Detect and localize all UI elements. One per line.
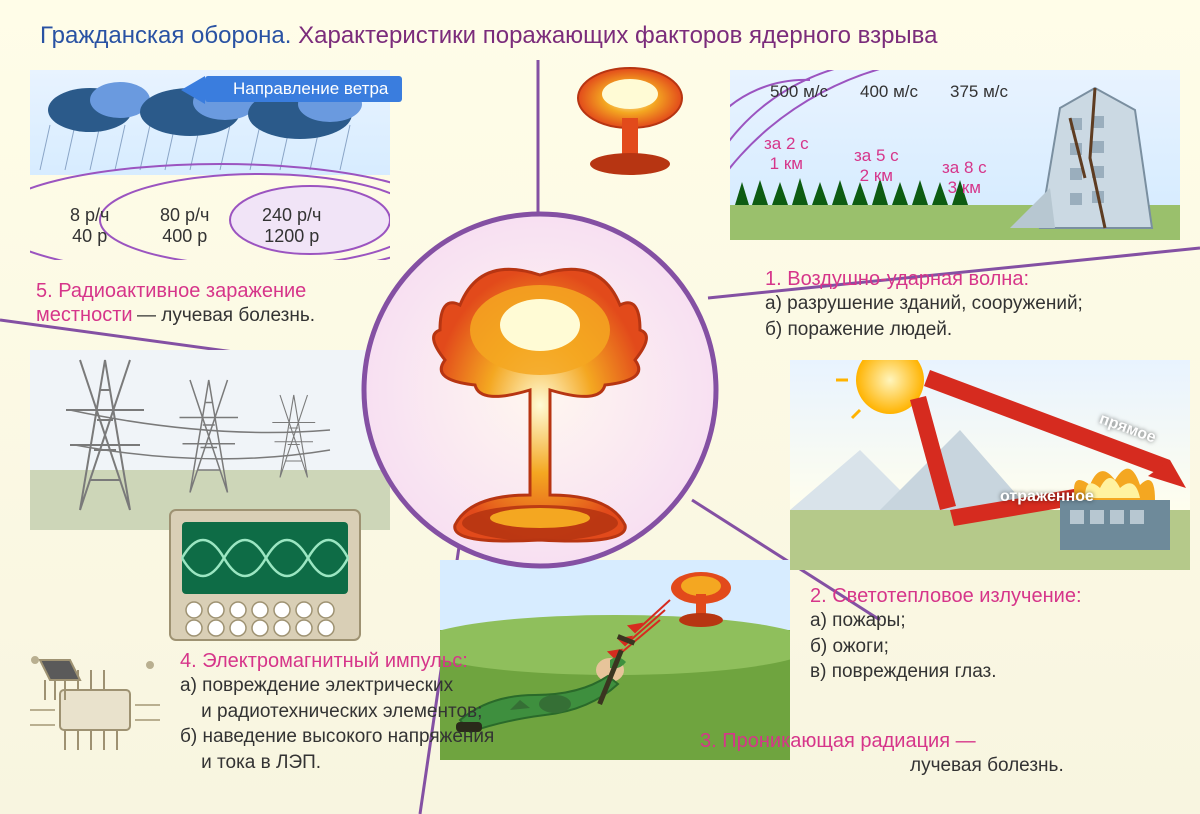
s2-a: а) пожары; [810, 608, 1190, 634]
s3-title: 3. Проникающая радиация — [700, 730, 976, 752]
thermal-reflected: отраженное [1000, 488, 1094, 506]
s4-a2: и радиотехнических элементов; [180, 699, 550, 725]
section-1: 1. Воздушно-ударная волна: а) разрушение… [765, 268, 1185, 342]
shock-1-time: за 5 с [854, 146, 899, 165]
s1-b: б) поражение людей. [765, 317, 1185, 343]
rad-zone-1: 80 р/ч 400 р [160, 205, 209, 246]
section-5: 5. Радиоактивное заражение местности — л… [36, 280, 366, 329]
s2-c: в) повреждения глаз. [810, 659, 1190, 685]
s4-a: а) повреждение электрических [180, 673, 550, 699]
section-4: 4. Электромагнитный импульс: а) поврежде… [180, 650, 550, 776]
section-2: 2. Светотепловое излучение: а) пожары; б… [810, 585, 1190, 685]
shock-2-speed: 375 м/с [950, 82, 1008, 101]
shock-2-time: за 8 с [942, 158, 987, 177]
s4-b: б) наведение высокого напряжения [180, 724, 550, 750]
s4-title: 4. Электромагнитный импульс: [180, 650, 550, 673]
shock-2b: за 8 с 3 км [942, 158, 987, 199]
s1-a: а) разрушение зданий, сооружений; [765, 291, 1185, 317]
s3-body: лучевая болезнь. [910, 755, 1064, 776]
shock-0: 500 м/с [770, 82, 828, 102]
rad-dose-1: 400 р [162, 226, 207, 246]
chip-icon [30, 650, 160, 770]
top-mushroom [560, 62, 700, 182]
s5-title-1: 5. Радиоактивное заражение [36, 280, 306, 302]
thermal-scene [790, 360, 1190, 570]
s5-body: — лучевая болезнь. [137, 305, 315, 326]
shock-0-dist: 1 км [770, 154, 803, 173]
shock-1b: за 5 с 2 км [854, 146, 899, 187]
shock-0-speed: 500 м/с [770, 82, 828, 101]
section-3: 3. Проникающая радиация — лучевая болезн… [700, 730, 1120, 779]
s4-b2: и тока в ЛЭП. [180, 750, 550, 776]
shock-1: 400 м/с [860, 82, 918, 102]
shock-1-speed: 400 м/с [860, 82, 918, 101]
rad-dose-2: 1200 р [264, 226, 319, 246]
shock-2: 375 м/с [950, 82, 1008, 102]
wind-direction-label: Направление ветра [205, 76, 402, 102]
s5-title-2: местности [36, 304, 133, 326]
rad-rate-0: 8 р/ч [70, 205, 109, 225]
rad-rate-2: 240 р/ч [262, 205, 321, 225]
rad-zone-0: 8 р/ч 40 р [70, 205, 109, 246]
shock-0-time: за 2 с [764, 134, 809, 153]
shock-2-dist: 3 км [948, 178, 981, 197]
central-explosion [360, 180, 720, 600]
shock-1-dist: 2 км [860, 166, 893, 185]
rad-rate-1: 80 р/ч [160, 205, 209, 225]
emp-scene [30, 350, 390, 650]
s2-title: 2. Светотепловое излучение: [810, 585, 1190, 608]
rad-dose-0: 40 р [72, 226, 107, 246]
s2-b: б) ожоги; [810, 634, 1190, 660]
s1-title: 1. Воздушно-ударная волна: [765, 268, 1185, 291]
rad-zone-2: 240 р/ч 1200 р [262, 205, 321, 246]
shock-0b: за 2 с 1 км [764, 134, 809, 175]
